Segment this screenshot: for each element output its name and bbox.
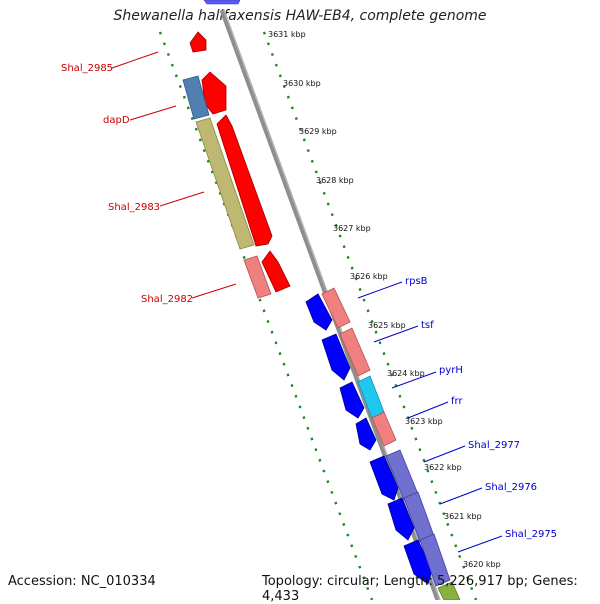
genome-title: Shewanella halifaxensis HAW-EB4, complet… bbox=[113, 8, 487, 24]
shal-2977-gene-arrow[interactable] bbox=[369, 455, 399, 501]
shal-2982-gene-arrow[interactable] bbox=[261, 250, 291, 293]
purple-feature-box-3[interactable] bbox=[419, 533, 451, 587]
gene-label-rpsB[interactable]: rpsB bbox=[405, 276, 428, 287]
tsf-gene-arrow[interactable] bbox=[321, 333, 351, 381]
steelblue-feature-box[interactable] bbox=[182, 75, 210, 120]
tick-label: 3620 kbp bbox=[463, 560, 501, 569]
olive-feature-box-bottom bbox=[437, 581, 461, 600]
shal-2975-gene-arrow[interactable] bbox=[403, 539, 433, 585]
olive-feature-box[interactable] bbox=[195, 117, 255, 250]
pyrH-gene-arrow[interactable] bbox=[339, 381, 365, 419]
shal-2985-gene-arrow[interactable] bbox=[189, 31, 207, 53]
gene-label-shal-2977[interactable]: Shal_2977 bbox=[468, 440, 520, 451]
shal-2983-gene-arrow[interactable] bbox=[216, 114, 273, 247]
top-partial-box bbox=[203, 0, 241, 5]
tick-label: 3623 kbp bbox=[405, 417, 443, 426]
gene-label-shal-2983[interactable]: Shal_2983 bbox=[108, 202, 160, 213]
accession-text: Accession: NC_010334 bbox=[8, 574, 156, 589]
frr-gene-arrow[interactable] bbox=[355, 417, 377, 451]
gene-label-frr[interactable]: frr bbox=[451, 396, 463, 407]
tick-label: 3622 kbp bbox=[424, 463, 462, 472]
rpsB-gene-arrow[interactable] bbox=[305, 293, 333, 331]
shal-2976-gene-arrow[interactable] bbox=[387, 497, 415, 541]
gene-label-dapD[interactable]: dapD bbox=[103, 115, 130, 126]
gene-label-shal-2975[interactable]: Shal_2975 bbox=[505, 529, 557, 540]
tick-label: 3625 kbp bbox=[368, 321, 406, 330]
pink-feature-box-rpsB[interactable] bbox=[321, 287, 351, 329]
gene-label-shal-2985[interactable]: Shal_2985 bbox=[61, 63, 113, 74]
gene-label-shal-2976[interactable]: Shal_2976 bbox=[485, 482, 537, 493]
tick-label: 3629 kbp bbox=[299, 127, 337, 136]
tick-label: 3627 kbp bbox=[333, 224, 371, 233]
tick-label: 3631 kbp bbox=[268, 30, 306, 39]
pink-feature-box-tsf[interactable] bbox=[339, 327, 371, 377]
gene-label-pyrH[interactable]: pyrH bbox=[439, 365, 463, 376]
pink-feature-box-left[interactable] bbox=[243, 255, 272, 299]
pink-feature-box-frr[interactable] bbox=[371, 411, 397, 447]
tick-label: 3624 kbp bbox=[387, 369, 425, 378]
gene-label-shal-2982[interactable]: Shal_2982 bbox=[141, 294, 193, 305]
tick-label: 3630 kbp bbox=[283, 79, 321, 88]
tick-label: 3628 kbp bbox=[316, 176, 354, 185]
gene-label-tsf[interactable]: tsf bbox=[421, 320, 434, 331]
tick-label: 3626 kbp bbox=[350, 272, 388, 281]
tick-label: 3621 kbp bbox=[444, 512, 482, 521]
